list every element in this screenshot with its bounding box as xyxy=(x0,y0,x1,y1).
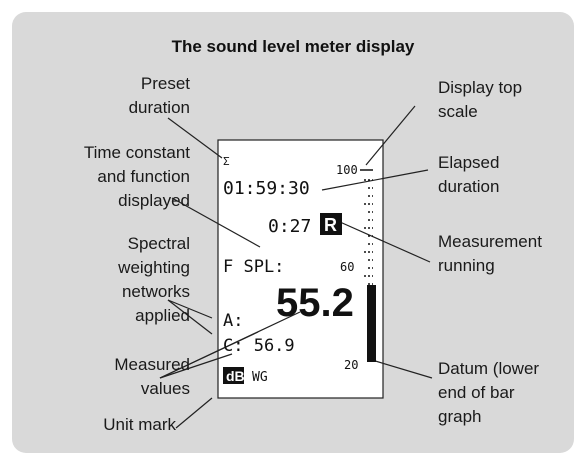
scale-mid: 60 xyxy=(340,260,354,274)
title: The sound level meter display xyxy=(172,37,415,56)
left-label: Preset xyxy=(141,74,190,93)
left-label: weighting xyxy=(117,258,190,277)
left-label: Unit mark xyxy=(103,415,176,434)
right-label: Measurement xyxy=(438,232,542,251)
a-value: 55.2 xyxy=(276,281,354,325)
scale-bottom: 20 xyxy=(344,358,358,372)
left-label: Time constant xyxy=(84,143,190,162)
leader-lines xyxy=(159,105,433,429)
scale-top: 100 xyxy=(336,163,358,177)
right-label: end of bar xyxy=(438,383,515,402)
a-label: A: xyxy=(223,311,243,331)
left-label: Measured xyxy=(114,355,190,374)
left-label: displayed xyxy=(118,191,190,210)
unit: dB xyxy=(226,368,245,384)
right-label: Display top xyxy=(438,78,522,97)
sigma: Σ xyxy=(223,155,230,168)
left-label: and function xyxy=(97,167,190,186)
right-label: scale xyxy=(438,102,478,121)
running-icon: R xyxy=(324,215,337,235)
running-time: 0:27 xyxy=(268,216,311,237)
left-label: networks xyxy=(122,282,190,301)
left-label: applied xyxy=(135,306,190,325)
bar-graph xyxy=(367,285,376,362)
left-label: Spectral xyxy=(128,234,190,253)
mode: WG xyxy=(252,370,268,385)
right-label: Elapsed xyxy=(438,153,499,172)
running-icon-bg xyxy=(320,213,342,235)
left-label: duration xyxy=(129,98,190,117)
display xyxy=(217,139,384,399)
right-label: running xyxy=(438,256,495,275)
elapsed: 01:59:30 xyxy=(223,178,310,199)
right-label: Datum (lower xyxy=(438,359,539,378)
right-label: duration xyxy=(438,177,499,196)
right-label: graph xyxy=(438,407,481,426)
c-row: C: 56.9 xyxy=(223,336,295,356)
left-label: values xyxy=(141,379,190,398)
function: F SPL: xyxy=(223,257,284,277)
scale-ticks xyxy=(360,169,373,285)
unit-bg xyxy=(223,367,244,384)
